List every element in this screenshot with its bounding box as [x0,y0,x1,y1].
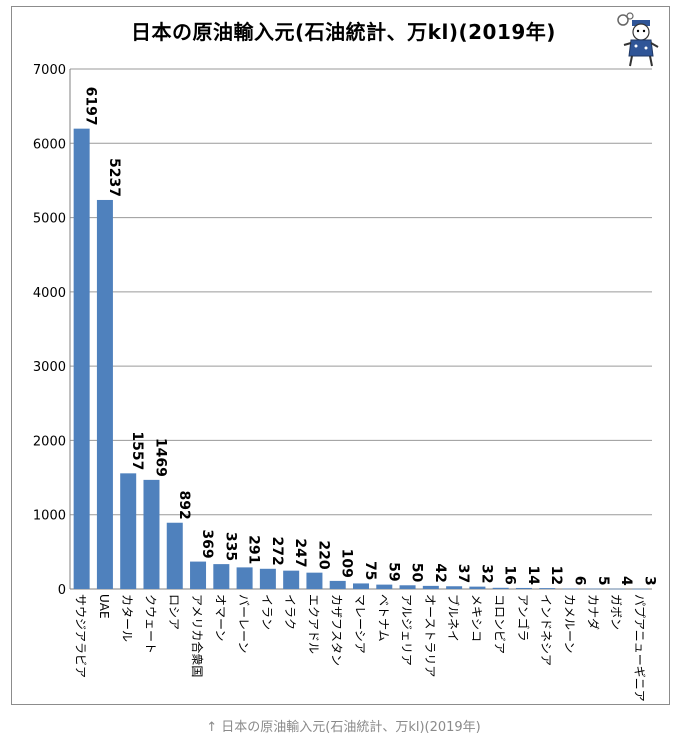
bar [306,572,323,589]
y-tick-label: 4000 [33,286,66,301]
x-tick-label: イラン [260,594,274,630]
bar [376,584,393,589]
x-tick-label: ロシア [167,594,181,630]
x-tick-label: アルジェリア [400,594,414,666]
x-tick-label: アンゴラ [516,594,531,642]
x-tick-label: パプアニューギニア [632,594,646,702]
data-label: 5 [595,576,611,586]
data-label: 369 [199,529,215,558]
x-tick-label: コロンビア [493,594,507,654]
chart-caption: ↑ 日本の原油輸入元(石油統計、万kl)(2019年) [206,720,481,735]
data-label: 59 [385,562,401,581]
x-tick-label: エクアドル [306,594,320,654]
data-label: 37 [455,564,471,583]
bar [632,588,649,590]
bar [422,585,439,589]
data-label: 6 [572,576,588,586]
data-label: 1469 [152,438,168,477]
x-tick-label: UAE [97,594,111,619]
data-label: 291 [246,535,262,564]
y-tick-label: 7000 [33,63,66,78]
bar [283,570,300,589]
x-tick-label: クウェート [143,594,157,654]
data-label: 335 [222,532,238,561]
bar [539,588,556,589]
bar [446,586,463,589]
x-tick-label: カメルーン [563,594,577,653]
data-label: 42 [432,563,448,582]
data-label: 1557 [129,431,145,470]
x-tick-label: アメリカ合衆国 [190,594,205,677]
data-label: 109 [339,549,355,578]
bar [585,588,602,590]
bar [609,588,626,590]
x-tick-label: バーレーン [237,594,251,653]
x-tick-label: ブルネイ [446,594,461,642]
y-tick-label: 5000 [33,212,66,227]
bar [143,479,160,589]
data-label: 75 [362,561,378,580]
bar [399,585,416,589]
bar [259,568,276,589]
data-label: 50 [409,563,425,583]
bar [515,587,532,589]
x-tick-label: カナダ [586,594,601,630]
bar [562,588,579,590]
x-tick-label: ベトナム [376,594,390,642]
data-label: 4 [618,576,634,586]
bar [190,561,207,589]
x-tick-label: サウジアラビア [74,594,88,678]
y-tick-label: 0 [58,583,66,598]
bar [236,567,253,589]
data-label: 16 [502,565,518,584]
bar [166,522,183,589]
x-tick-label: カザフスタン [330,594,344,666]
y-tick-label: 6000 [33,137,66,152]
data-label: 220 [315,540,331,569]
bar [329,580,346,589]
x-tick-label: オーストラリア [423,594,437,677]
bar [353,583,369,589]
x-tick-label: メキシコ [469,594,483,642]
x-tick-label: ガボン [609,594,623,630]
y-tick-label: 3000 [33,360,66,375]
data-label: 247 [292,538,308,567]
bar [213,564,230,589]
data-label: 14 [525,565,541,585]
data-label: 892 [176,491,192,520]
x-tick-label: カタール [120,594,134,642]
data-label: 12 [548,566,564,585]
data-label: 3 [641,576,657,586]
x-tick-label: マレーシア [353,594,367,654]
x-tick-label: インドネシア [539,594,553,666]
data-label: 5237 [106,158,122,197]
x-tick-label: オマーン [213,594,227,641]
bar [469,586,486,589]
mascot-character-icon [617,12,659,67]
chart-title: 日本の原油輸入元(石油統計、万kl)(2019年) [131,20,556,44]
data-label: 272 [269,537,285,566]
y-tick-label: 2000 [33,434,66,449]
data-label: 32 [478,564,494,583]
x-tick-label: イラク [283,594,297,630]
bar [120,473,137,589]
bar [96,199,113,590]
bar [73,128,90,589]
y-tick-label: 1000 [33,509,66,524]
bar [492,587,509,589]
data-label: 6197 [83,87,99,126]
